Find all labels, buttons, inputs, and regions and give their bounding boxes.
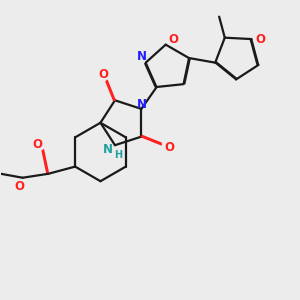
Text: O: O: [15, 180, 25, 193]
Text: O: O: [32, 138, 43, 151]
Text: N: N: [103, 143, 113, 156]
Text: H: H: [114, 150, 122, 160]
Text: O: O: [98, 68, 108, 81]
Text: N: N: [137, 50, 147, 63]
Text: O: O: [255, 33, 266, 46]
Text: O: O: [169, 33, 178, 46]
Text: N: N: [137, 98, 147, 111]
Text: O: O: [164, 141, 174, 154]
